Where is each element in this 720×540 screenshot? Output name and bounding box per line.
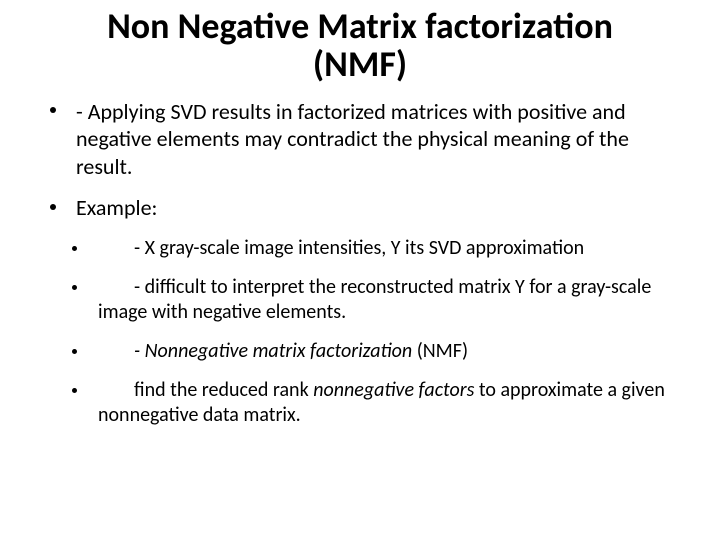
bullet-dot-icon <box>72 285 77 290</box>
bullet-item: - Nonnegative matrix factorization (NMF) <box>30 339 690 364</box>
bullet-dot-icon <box>72 388 77 393</box>
bullet-item: Example: <box>30 194 690 222</box>
bullet-dot-icon <box>72 246 77 251</box>
bullet-list: - Applying SVD results in factorized mat… <box>30 98 690 428</box>
bullet-text: Example: <box>76 194 157 221</box>
bullet-text: - X gray-scale image intensities, Y its … <box>134 236 584 260</box>
bullet-dot-icon <box>50 204 56 210</box>
bullet-item: - X gray-scale image intensities, Y its … <box>30 236 690 261</box>
bullet-text: - Applying SVD results in factorized mat… <box>76 98 629 180</box>
bullet-text-italic: nonnegative factors <box>313 378 479 402</box>
bullet-dot-icon <box>50 107 56 113</box>
bullet-text: (NMF) <box>412 339 468 363</box>
slide-title: Non Negative Matrix factorization (NMF) <box>30 8 690 84</box>
slide: Non Negative Matrix factorization (NMF) … <box>0 0 720 540</box>
bullet-dot-icon <box>72 349 77 354</box>
bullet-item: - difficult to interpret the reconstruct… <box>30 275 690 325</box>
bullet-text: - difficult to interpret the reconstruct… <box>98 275 651 324</box>
bullet-text: find the reduced rank <box>134 378 313 402</box>
title-line-2: (NMF) <box>313 42 407 86</box>
bullet-item: find the reduced rank nonnegative factor… <box>30 378 690 428</box>
bullet-item: - Applying SVD results in factorized mat… <box>30 98 690 181</box>
bullet-text-italic: - Nonnegative matrix factorization <box>134 339 412 363</box>
